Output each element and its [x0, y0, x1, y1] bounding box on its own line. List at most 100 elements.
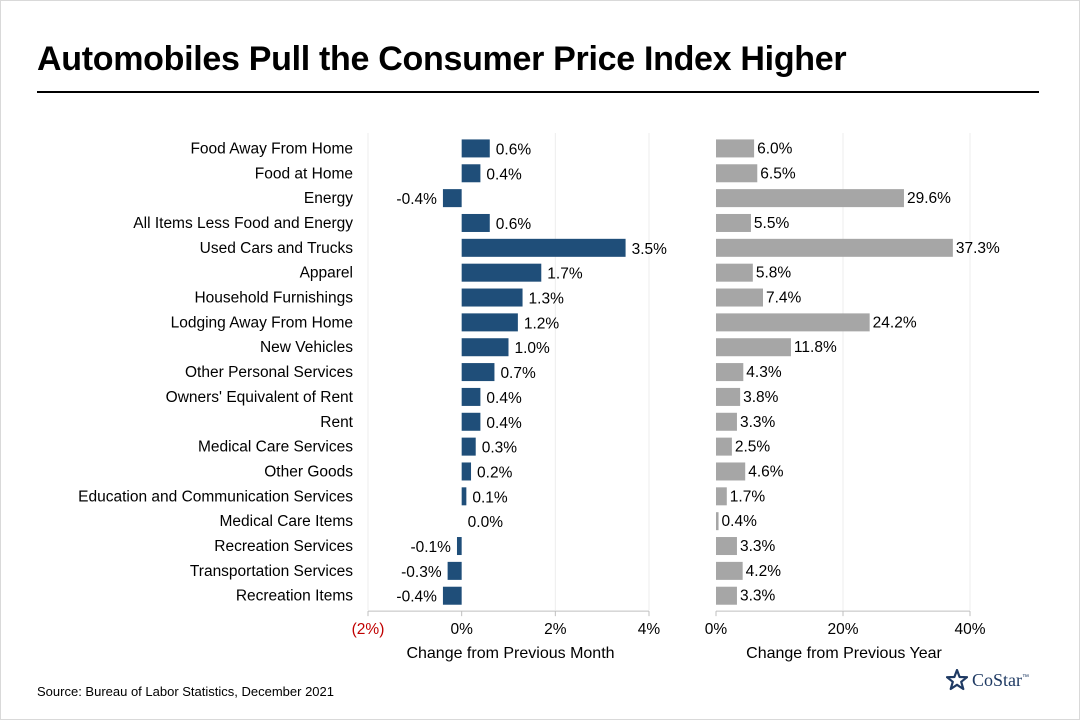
bar-month-16	[456, 537, 462, 556]
category-label: Education and Communication Services	[78, 488, 353, 505]
data-label-month-5: 1.7%	[547, 266, 583, 283]
data-label-year-16: 3.3%	[740, 538, 776, 555]
x-axis-title-month: Change from Previous Month	[406, 645, 614, 662]
data-label-month-11: 0.4%	[486, 415, 522, 432]
axes: (2%) 0% 2% 4% 0% 20% 40% Change from Previous M…	[352, 610, 986, 662]
bar-year-6	[716, 288, 763, 307]
bar-month-7	[461, 313, 518, 332]
tick-label-month-3: 4%	[638, 621, 661, 638]
logo-text: CoStar™	[972, 669, 1030, 690]
data-label-year-14: 1.7%	[730, 488, 766, 505]
category-labels: Food Away From Home Food at Home Energy All…	[78, 140, 354, 604]
tick-label-year-0: 0%	[705, 621, 728, 638]
bar-month-4	[461, 238, 626, 257]
bar-year-13	[716, 462, 746, 481]
bar-month-8	[461, 338, 509, 357]
tick-label-month-1: 0%	[450, 621, 473, 638]
bar-year-17	[716, 561, 743, 580]
data-label-month-8: 1.0%	[515, 340, 551, 357]
title-rule	[37, 91, 1039, 93]
source-note: Source: Bureau of Labor Statistics, Dece…	[37, 684, 334, 699]
data-label-year-2: 29.6%	[907, 190, 951, 207]
data-label-year-6: 7.4%	[766, 290, 802, 307]
data-label-month-7: 1.2%	[524, 315, 560, 332]
category-label: Used Cars and Trucks	[200, 240, 354, 257]
data-label-month-4: 3.5%	[632, 241, 668, 258]
data-label-month-2: -0.4%	[396, 191, 437, 208]
data-label-month-15: 0.0%	[468, 514, 504, 531]
data-label-month-12: 0.3%	[482, 440, 518, 457]
data-label-month-13: 0.2%	[477, 464, 513, 481]
category-label: Owners' Equivalent of Rent	[166, 389, 354, 406]
bar-month-5	[461, 263, 542, 282]
bar-year-7	[716, 313, 870, 332]
bar-month-3	[461, 213, 490, 232]
bar-year-11	[716, 412, 737, 431]
data-label-year-18: 3.3%	[740, 588, 776, 605]
bar-year-8	[716, 338, 791, 357]
category-label: Apparel	[300, 265, 353, 282]
data-label-month-1: 0.4%	[486, 166, 522, 183]
data-label-month-16: -0.1%	[410, 539, 451, 556]
bar-month-13	[461, 462, 472, 481]
data-label-year-5: 5.8%	[756, 265, 792, 282]
data-label-year-12: 2.5%	[735, 439, 771, 456]
costar-star-icon	[946, 669, 968, 691]
data-label-month-9: 0.7%	[500, 365, 536, 382]
bar-month-11	[461, 412, 481, 431]
bar-year-16	[716, 537, 737, 556]
yearly-change-panel: 6.0% 6.5% 29.6% 5.5% 37.3% 5.8% 7.4% 24.2% 11.8%…	[716, 139, 1000, 605]
data-label-year-8: 11.8%	[794, 339, 837, 356]
data-label-year-11: 3.3%	[740, 414, 776, 431]
data-label-year-15: 0.4%	[722, 513, 758, 530]
bar-year-0	[716, 139, 755, 158]
category-label: Food Away From Home	[190, 140, 353, 157]
data-label-month-17: -0.3%	[401, 564, 442, 581]
data-label-year-10: 3.8%	[743, 389, 779, 406]
category-label: Medical Care Items	[219, 513, 353, 530]
bar-month-2	[442, 189, 462, 208]
data-label-month-10: 0.4%	[486, 390, 522, 407]
bar-year-18	[716, 586, 737, 605]
bar-year-1	[716, 164, 758, 183]
category-label: All Items Less Food and Energy	[133, 215, 353, 232]
grid-lines	[367, 133, 971, 611]
data-label-year-0: 6.0%	[757, 140, 793, 157]
data-label-month-18: -0.4%	[396, 589, 437, 606]
bar-month-1	[461, 164, 481, 183]
bar-month-10	[461, 387, 481, 406]
tick-label-month-2: 2%	[544, 621, 567, 638]
monthly-change-panel: 0.6% 0.4% -0.4% 0.6% 3.5% 1.7% 1.3% 1.2% 1.0% 0.7…	[396, 139, 668, 606]
category-label: Transportation Services	[190, 563, 353, 580]
category-label: Other Goods	[264, 463, 353, 480]
bar-year-15	[716, 512, 719, 531]
bar-month-14	[461, 487, 467, 506]
x-axis-title-year: Change from Previous Year	[746, 645, 942, 662]
bar-month-18	[442, 586, 462, 605]
bar-year-3	[716, 213, 751, 232]
data-label-month-0: 0.6%	[496, 141, 532, 158]
category-label: Food at Home	[255, 165, 353, 182]
category-label: Energy	[304, 190, 353, 207]
tick-label-year-2: 40%	[954, 621, 985, 638]
category-label: Recreation Services	[214, 538, 353, 555]
category-label: Medical Care Services	[198, 439, 353, 456]
data-label-month-14: 0.1%	[472, 489, 508, 506]
category-label: Other Personal Services	[185, 364, 353, 381]
costar-logo: CoStar™	[946, 668, 1029, 692]
bar-year-2	[716, 189, 904, 208]
data-label-year-4: 37.3%	[956, 240, 1000, 257]
data-label-year-7: 24.2%	[873, 314, 917, 331]
data-label-month-3: 0.6%	[496, 216, 532, 233]
category-label: New Vehicles	[260, 339, 353, 356]
bar-month-6	[461, 288, 523, 307]
category-label: Recreation Items	[236, 588, 353, 605]
data-label-month-6: 1.3%	[529, 291, 565, 308]
category-label: Rent	[320, 414, 353, 431]
bar-month-0	[461, 139, 490, 158]
category-label: Household Furnishings	[194, 290, 353, 307]
bar-year-5	[716, 263, 753, 282]
bar-year-10	[716, 387, 741, 406]
data-label-year-3: 5.5%	[754, 215, 790, 232]
